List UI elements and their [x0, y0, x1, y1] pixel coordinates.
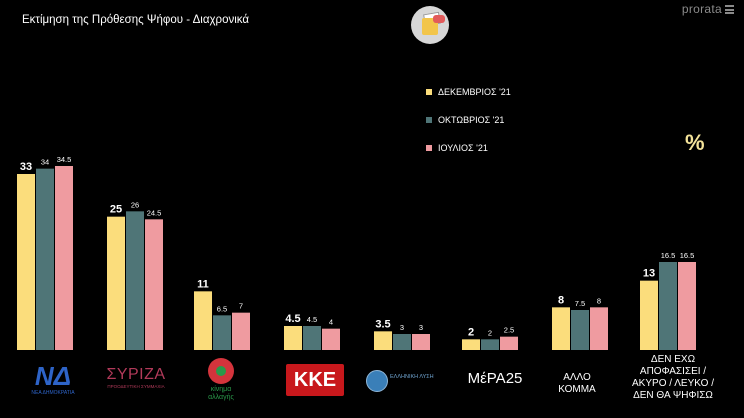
mera25-logo-text: ΜέΡΑ25	[467, 370, 523, 387]
kinal-logo-text: κίνημα αλλαγής	[208, 386, 234, 401]
data-label-5-0: 2	[468, 326, 474, 338]
elliniki-lysi-logo-text: ΕΛΛΗΝΙΚΗ ΛΥΣΗ	[390, 374, 434, 380]
bar-3-1	[303, 326, 321, 350]
nd-logo-subtitle: ΝΕΑ ΔΗΜΟΚΡΑΤΙΑ	[31, 390, 75, 396]
data-label-5-2: 2.5	[504, 326, 514, 335]
compass-icon	[366, 370, 388, 392]
brand-logo: prorata	[682, 2, 734, 16]
bar-6-2	[590, 307, 608, 350]
nd-logo-text: ΝΔ	[34, 361, 72, 391]
mera25-logo: ΜέΡΑ25	[460, 370, 530, 396]
data-label-5-1: 2	[488, 328, 492, 337]
data-label-0-0: 33	[20, 161, 32, 173]
bar-5-0	[462, 339, 480, 350]
bar-7-0	[640, 280, 658, 350]
bar-0-2	[55, 166, 73, 350]
bar-2-2	[232, 312, 250, 350]
syriza-logo: ΣΥΡΙΖΑ ΠΡΟΟΔΕΥΤΙΚΗ ΣΥΜΜΑΧΙΑ	[100, 366, 172, 396]
data-label-6-2: 8	[597, 296, 601, 305]
data-label-3-2: 4	[329, 318, 333, 327]
category-label-line: ΑΠΟΦΑΣΙΣΕΙ /	[639, 366, 707, 377]
legend-label: ΙΟΥΛΙΟΣ '21	[438, 143, 488, 153]
category-label-line: ΔΕΝ ΕΧΩ	[650, 354, 696, 365]
kinal-logo: κίνημα αλλαγής	[196, 358, 246, 404]
category-label-line: ΔΕΝ ΘΑ ΨΗΦΙΣΩ	[633, 390, 713, 401]
data-label-2-1: 6.5	[217, 304, 227, 313]
bar-4-2	[412, 334, 430, 350]
legend-item-dec: ΔΕΚΕΜΒΡΙΟΣ '21	[426, 87, 511, 97]
data-label-7-1: 16.5	[661, 251, 676, 260]
bar-6-1	[571, 310, 589, 350]
data-label-3-0: 4.5	[285, 313, 300, 325]
bar-1-2	[145, 219, 163, 350]
bar-2-0	[194, 291, 212, 350]
data-label-7-0: 13	[643, 268, 655, 280]
data-label-1-0: 25	[110, 204, 122, 216]
elliniki-lysi-logo: ΕΛΛΗΝΙΚΗ ΛΥΣΗ	[362, 368, 442, 394]
legend-label: ΟΚΤΩΒΡΙΟΣ '21	[438, 115, 505, 125]
bar-2-1	[213, 315, 231, 350]
bar-5-1	[481, 339, 499, 350]
category-label-allo: ΑΛΛΟ ΚΟΜΜΑ	[540, 372, 614, 396]
data-label-4-2: 3	[419, 323, 423, 332]
data-label-2-0: 11	[197, 278, 209, 290]
bar-4-1	[393, 334, 411, 350]
bar-1-0	[107, 216, 125, 350]
bar-6-0	[552, 307, 570, 350]
data-label-2-2: 7	[239, 302, 243, 311]
data-label-6-1: 7.5	[575, 299, 585, 308]
bar-7-1	[659, 262, 677, 350]
brand-bars-icon	[725, 5, 734, 14]
bar-3-2	[322, 328, 340, 350]
bar-7-2	[678, 262, 696, 350]
data-label-3-1: 4.5	[307, 315, 317, 324]
category-label-line: ΑΛΛΟ	[563, 372, 591, 383]
bar-3-0	[284, 326, 302, 350]
bar-5-2	[500, 336, 518, 350]
ballot-box-icon	[411, 6, 449, 44]
legend-swatch	[426, 89, 432, 95]
category-label-line: ΚΟΜΜΑ	[558, 384, 596, 395]
data-label-1-2: 24.5	[147, 208, 162, 217]
legend-swatch	[426, 145, 432, 151]
chart-title: Εκτίμηση της Πρόθεσης Ψήφου - Διαχρονικά	[22, 14, 250, 26]
bar-0-0	[17, 174, 35, 350]
data-label-6-0: 8	[558, 294, 564, 306]
kke-logo: ΚΚΕ	[286, 364, 344, 396]
kinal-emblem-icon	[208, 358, 234, 384]
legend-swatch	[426, 117, 432, 123]
category-label-den: ΔΕΝ ΕΧΩ ΑΠΟΦΑΣΙΣΕΙ / ΑΚΥΡΟ / ΛΕΥΚΟ / ΔΕΝ…	[626, 354, 720, 402]
data-label-0-2: 34.5	[57, 155, 72, 164]
bar-4-0	[374, 331, 392, 350]
syriza-logo-subtitle: ΠΡΟΟΔΕΥΤΙΚΗ ΣΥΜΜΑΧΙΑ	[107, 384, 165, 389]
bar-0-1	[36, 168, 54, 350]
syriza-logo-text: ΣΥΡΙΖΑ	[106, 366, 166, 383]
bar-1-1	[126, 211, 144, 350]
kke-logo-text: ΚΚΕ	[293, 369, 337, 391]
category-label-line: ΑΚΥΡΟ / ΛΕΥΚΟ /	[632, 378, 714, 389]
data-label-4-1: 3	[400, 323, 404, 332]
data-label-4-0: 3.5	[375, 318, 390, 330]
data-label-0-1: 34	[41, 158, 49, 167]
data-label-1-1: 26	[131, 200, 139, 209]
legend-label: ΔΕΚΕΜΒΡΙΟΣ '21	[438, 87, 511, 97]
legend-item-jul: ΙΟΥΛΙΟΣ '21	[426, 143, 488, 153]
data-label-7-2: 16.5	[680, 251, 695, 260]
brand-name: prorata	[681, 2, 722, 16]
legend-item-oct: ΟΚΤΩΒΡΙΟΣ '21	[426, 115, 504, 125]
percent-sign: %	[685, 130, 705, 155]
nd-logo: ΝΔ ΝΕΑ ΔΗΜΟΚΡΑΤΙΑ	[18, 362, 88, 402]
